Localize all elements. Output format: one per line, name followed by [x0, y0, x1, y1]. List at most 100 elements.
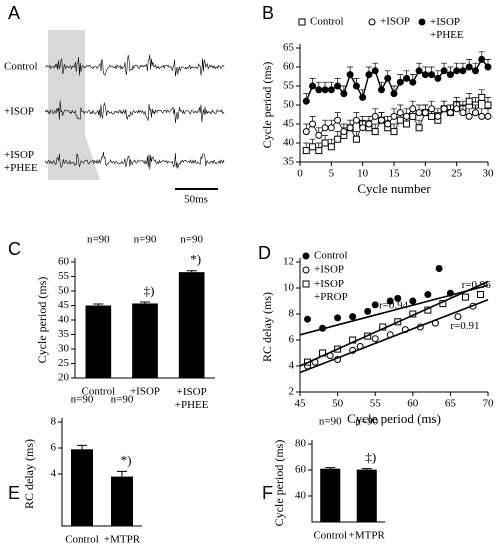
marker	[434, 74, 442, 82]
bar	[178, 272, 205, 378]
bar	[85, 305, 112, 378]
error-bar	[140, 301, 150, 304]
marker	[327, 124, 335, 132]
marker	[309, 143, 317, 151]
text-line: +PROP	[314, 291, 348, 303]
marker	[321, 124, 329, 132]
y-tick-label: 4	[289, 360, 295, 372]
legend-label: +ISOP +PROP	[314, 278, 348, 303]
marker	[321, 139, 329, 147]
marker	[435, 265, 443, 272]
marker	[309, 120, 317, 128]
marker	[321, 86, 329, 94]
y-tick-label: 40	[58, 314, 70, 326]
bar	[71, 449, 93, 526]
marker	[309, 82, 317, 90]
marker	[465, 112, 473, 120]
marker	[409, 105, 417, 113]
marker	[471, 67, 479, 75]
n-label: n=90	[355, 416, 378, 428]
category-label: Control	[82, 386, 116, 398]
marker	[371, 112, 379, 120]
legend-marker	[302, 280, 310, 288]
text-line: +PHEE	[430, 29, 464, 41]
significance-label: *)	[121, 452, 132, 467]
x-tick-label: 70	[483, 398, 495, 410]
panel-letter: D	[258, 243, 271, 263]
marker	[459, 67, 467, 75]
n-label: n=90	[71, 394, 94, 406]
text-line: +ISOP	[4, 149, 34, 161]
y-tick-label: 50	[58, 285, 70, 297]
marker	[403, 112, 411, 120]
n-label: n=90	[134, 234, 157, 246]
marker	[465, 63, 473, 71]
error-bar	[77, 444, 87, 450]
legend-label: +ISOP +PHEE	[430, 16, 464, 41]
category-label: Control	[313, 530, 347, 542]
text-line: +PHEE	[175, 399, 209, 411]
error-bar	[325, 467, 336, 469]
marker	[428, 105, 436, 113]
marker	[478, 55, 486, 63]
marker	[484, 112, 492, 120]
marker	[371, 128, 379, 136]
error-bar	[361, 468, 372, 470]
marker	[371, 301, 379, 309]
marker	[409, 297, 417, 305]
marker	[396, 78, 404, 86]
marker	[365, 120, 373, 128]
marker	[478, 93, 486, 101]
marker	[359, 124, 367, 132]
marker	[440, 67, 448, 75]
trace	[44, 54, 225, 77]
marker	[315, 131, 323, 139]
marker	[484, 101, 492, 109]
bar	[356, 469, 377, 522]
scale-bar-label: 50ms	[184, 194, 208, 206]
significance-label: *)	[190, 252, 201, 267]
marker	[409, 78, 417, 86]
x-tick-label: 20	[420, 168, 432, 180]
marker	[471, 109, 479, 117]
marker	[352, 82, 360, 90]
y-axis-label: Cycle period (ms)	[260, 62, 274, 149]
legend-marker	[418, 18, 426, 26]
marker	[349, 313, 357, 321]
marker	[428, 112, 436, 120]
marker	[346, 71, 354, 79]
marker	[359, 93, 367, 101]
r-label: r=0.96	[462, 279, 492, 291]
y-tick-label: 45	[283, 118, 295, 130]
panel-letter: B	[262, 3, 274, 23]
marker	[428, 71, 436, 79]
marker	[302, 97, 310, 105]
marker	[484, 63, 492, 71]
marker	[459, 109, 467, 117]
marker	[327, 86, 335, 94]
text-line: +ISOP	[177, 386, 207, 398]
marker	[334, 82, 342, 90]
error-bar	[186, 270, 197, 273]
n-label: n=90	[319, 416, 342, 428]
marker	[476, 291, 484, 298]
marker	[478, 112, 486, 120]
y-axis-label: RC delay (ms)	[22, 439, 36, 509]
r-label: r=0.94	[379, 300, 409, 312]
y-tick-label: 60	[295, 464, 307, 476]
y-axis-label: RC delay (ms)	[260, 292, 274, 362]
fit-line	[299, 298, 489, 374]
y-tick-label: 4	[51, 468, 57, 480]
trace-label: +ISOP +PHEE	[4, 149, 38, 174]
x-axis-label: Cycle number	[357, 181, 431, 196]
marker	[415, 109, 423, 117]
y-tick-label: 45	[58, 299, 70, 311]
marker	[302, 128, 310, 136]
y-tick-label: 50	[283, 99, 295, 111]
y-tick-label: 35	[58, 328, 70, 340]
marker	[409, 112, 417, 120]
r-label: r=0.91	[450, 320, 479, 332]
y-tick-label: 65	[283, 42, 295, 54]
marker	[334, 314, 342, 322]
bar	[132, 303, 158, 378]
